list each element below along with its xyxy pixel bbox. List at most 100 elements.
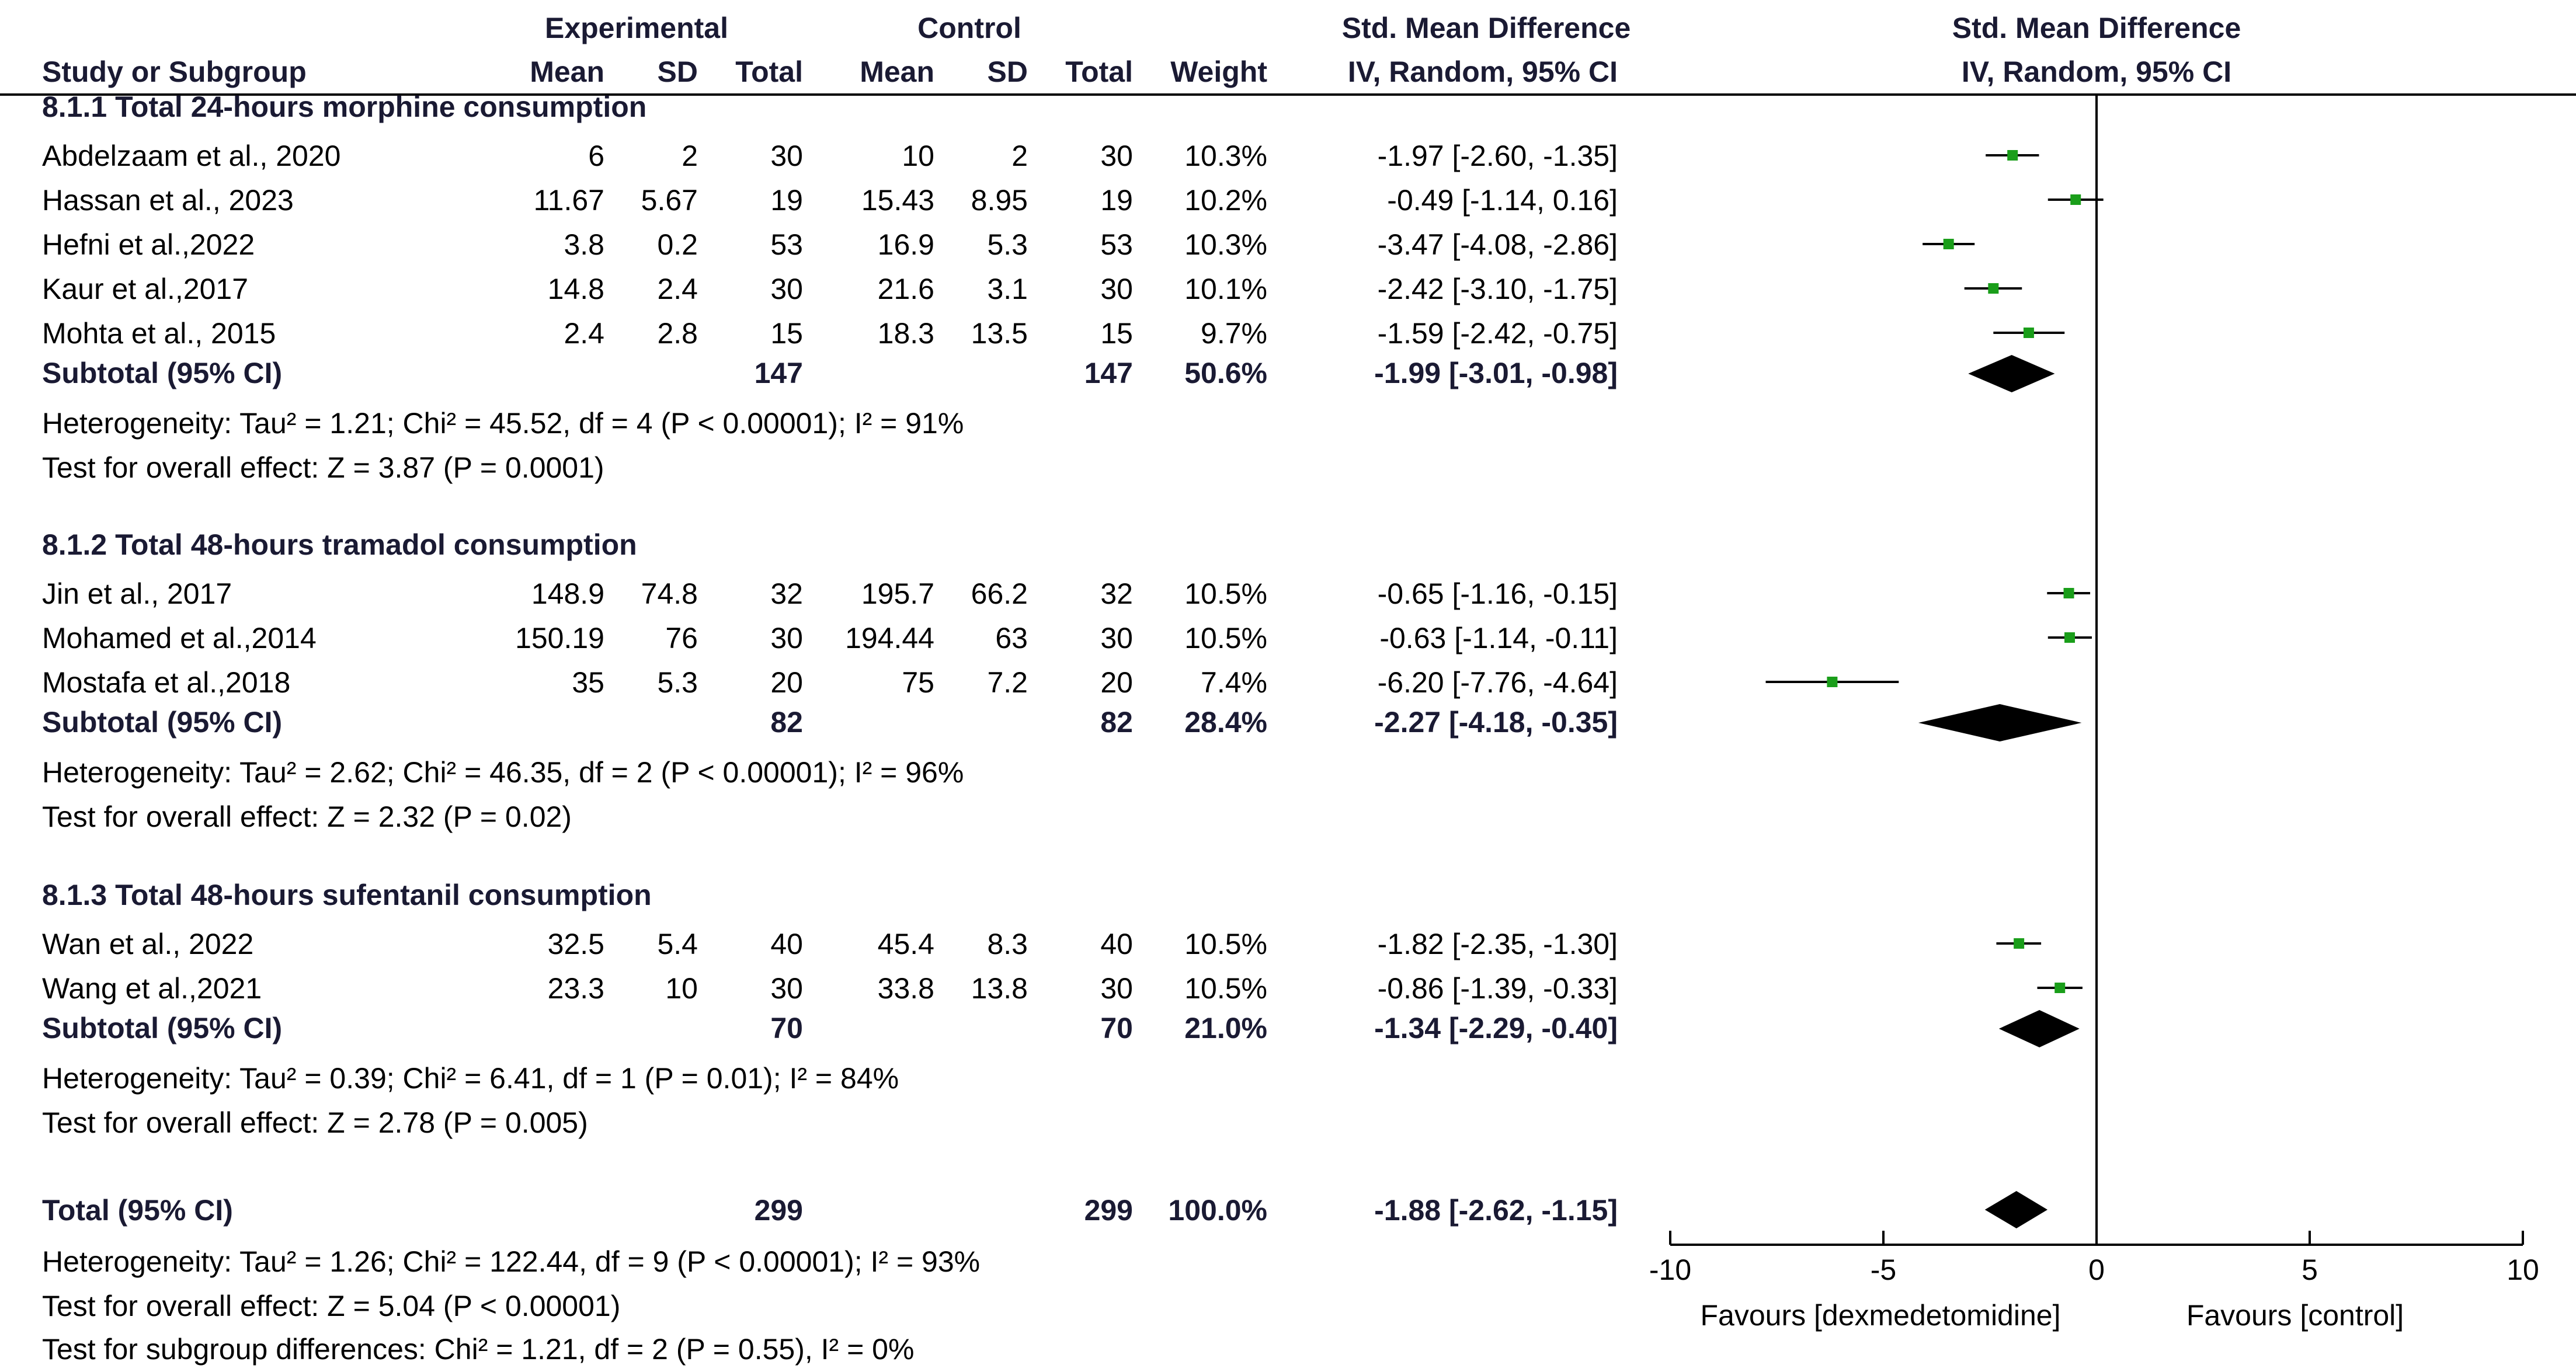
x-tick-label: 5 [2302, 1253, 2318, 1286]
exp-total: 40 [770, 928, 803, 960]
subtotal-diamond [1998, 1010, 2080, 1047]
x-tick-label: 10 [2507, 1253, 2539, 1286]
exp-total: 19 [770, 184, 803, 217]
exp-total: 20 [770, 666, 803, 699]
exp-sd-header: SD [658, 55, 698, 88]
exp-sd: 10 [665, 972, 698, 1005]
ctrl-mean: 21.6 [878, 273, 934, 305]
subtotal-exp-total: 147 [755, 357, 803, 389]
study-point [1988, 283, 1999, 294]
exp-mean: 11.67 [534, 184, 604, 217]
study-point [2054, 983, 2066, 993]
ctrl-mean: 18.3 [878, 317, 934, 350]
experimental-header: Experimental [545, 12, 728, 44]
total-heterogeneity: Heterogeneity: Tau² = 1.26; Chi² = 122.4… [42, 1245, 980, 1278]
study-weight: 10.5% [1184, 622, 1267, 654]
ctrl-sd-header: SD [988, 55, 1028, 88]
ctrl-total: 30 [1100, 273, 1133, 305]
exp-mean: 3.8 [564, 228, 604, 261]
study-ci-text: -0.86 [-1.39, -0.33] [1378, 972, 1618, 1005]
subtotal-ci-text: -1.99 [-3.01, -0.98] [1374, 357, 1618, 389]
ctrl-mean: 33.8 [878, 972, 934, 1005]
favours-left-label: Favours [dexmedetomidine] [1701, 1299, 2061, 1332]
exp-total: 30 [770, 273, 803, 305]
exp-sd: 2.4 [657, 273, 698, 305]
study-ci-text: -6.20 [-7.76, -4.64] [1378, 666, 1618, 699]
x-tick-label: 0 [2088, 1253, 2105, 1286]
study-name: Jin et al., 2017 [42, 577, 232, 610]
ctrl-mean: 194.44 [845, 622, 934, 654]
ctrl-total: 19 [1100, 184, 1133, 217]
ctrl-mean: 195.7 [861, 577, 934, 610]
study-ci-text: -0.63 [-1.14, -0.11] [1379, 622, 1618, 654]
ctrl-sd: 63 [995, 622, 1028, 654]
ctrl-total: 30 [1100, 972, 1133, 1005]
subtotal-ctrl-total: 147 [1084, 357, 1133, 389]
exp-sd: 5.3 [657, 666, 698, 699]
study-name: Wan et al., 2022 [42, 928, 253, 960]
exp-sd: 5.67 [641, 184, 698, 217]
exp-total: 15 [770, 317, 803, 350]
study-ci-text: -2.42 [-3.10, -1.75] [1378, 273, 1618, 305]
study-name: Wang et al.,2021 [42, 972, 262, 1005]
study-ci-text: -1.97 [-2.60, -1.35] [1378, 140, 1618, 172]
ctrl-sd: 13.8 [971, 972, 1028, 1005]
exp-total: 53 [770, 228, 803, 261]
exp-sd: 74.8 [641, 577, 698, 610]
ctrl-total: 30 [1100, 622, 1133, 654]
study-point [1943, 239, 1954, 249]
exp-total: 30 [770, 972, 803, 1005]
ctrl-total: 40 [1100, 928, 1133, 960]
study-point [2063, 588, 2074, 598]
ctrl-total-header: Total [1065, 55, 1133, 88]
subgroup-overall-effect: Test for overall effect: Z = 2.78 (P = 0… [42, 1106, 588, 1139]
study-point [2023, 328, 2034, 338]
subtotal-exp-total: 70 [770, 1012, 803, 1044]
exp-mean: 148.9 [531, 577, 604, 610]
subtotal-label: Subtotal (95% CI) [42, 706, 282, 739]
study-ci-text: -1.59 [-2.42, -0.75] [1378, 317, 1618, 350]
ctrl-mean: 75 [902, 666, 934, 699]
study-weight: 10.5% [1184, 928, 1267, 960]
exp-mean-header: Mean [530, 55, 604, 88]
exp-mean: 14.8 [548, 273, 604, 305]
ctrl-sd: 66.2 [971, 577, 1028, 610]
study-name: Mostafa et al.,2018 [42, 666, 290, 699]
total-label: Total (95% CI) [42, 1194, 233, 1227]
study-point [2070, 194, 2081, 205]
exp-sd: 5.4 [657, 928, 698, 960]
total-ctrl: 299 [1084, 1194, 1133, 1227]
ctrl-sd: 5.3 [987, 228, 1028, 261]
weight-header: Weight [1170, 55, 1267, 88]
ctrl-total: 30 [1100, 140, 1133, 172]
study-name: Kaur et al.,2017 [42, 273, 248, 305]
exp-mean: 35 [572, 666, 604, 699]
subtotal-ctrl-total: 70 [1100, 1012, 1133, 1044]
ctrl-mean: 16.9 [878, 228, 934, 261]
total-ci-text: -1.88 [-2.62, -1.15] [1374, 1194, 1618, 1227]
study-ci-text: -3.47 [-4.08, -2.86] [1378, 228, 1618, 261]
subgroup-overall-effect: Test for overall effect: Z = 3.87 (P = 0… [42, 451, 604, 484]
subtotal-ci-text: -2.27 [-4.18, -0.35] [1374, 706, 1618, 739]
exp-sd: 2 [682, 140, 698, 172]
ctrl-sd: 2 [1011, 140, 1028, 172]
exp-total: 32 [770, 577, 803, 610]
ctrl-mean: 15.43 [861, 184, 934, 217]
study-point [2007, 150, 2018, 161]
subgroup-title: 8.1.1 Total 24-hours morphine consumptio… [42, 90, 646, 123]
study-name: Hassan et al., 2023 [42, 184, 294, 217]
total-exp: 299 [755, 1194, 803, 1227]
study-name: Mohamed et al.,2014 [42, 622, 317, 654]
exp-sd: 76 [665, 622, 698, 654]
exp-mean: 23.3 [548, 972, 604, 1005]
exp-total-header: Total [735, 55, 803, 88]
total-weight: 100.0% [1168, 1194, 1267, 1227]
subgroup-heterogeneity: Heterogeneity: Tau² = 0.39; Chi² = 6.41,… [42, 1062, 899, 1095]
plot-method-header: IV, Random, 95% CI [1962, 55, 2231, 88]
study-point [1827, 677, 1838, 687]
subtotal-exp-total: 82 [770, 706, 803, 739]
subtotal-weight: 50.6% [1184, 357, 1267, 389]
ctrl-total: 15 [1100, 317, 1133, 350]
subgroup-title: 8.1.2 Total 48-hours tramadol consumptio… [42, 528, 637, 561]
subtotal-diamond [1918, 704, 2082, 741]
